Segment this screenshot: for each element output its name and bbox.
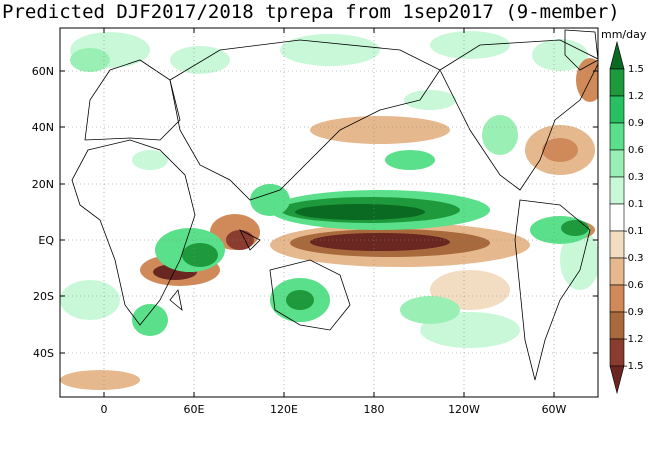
x-tick-label: 120W <box>448 403 480 416</box>
colorbar-segment <box>609 68 625 97</box>
colorbar-tick-label: -1.5 <box>624 361 644 372</box>
colorbar-tick-label: -0.1 <box>624 226 644 237</box>
colorbar-tick-label: 0.1 <box>628 199 644 210</box>
colorbar-segment <box>609 149 625 178</box>
y-tick-label: 40S <box>33 347 54 360</box>
colorbar-segment <box>609 122 625 151</box>
colorbar-segment <box>609 176 625 205</box>
colorbar-segment <box>609 284 625 313</box>
x-tick-label: 0 <box>101 403 108 416</box>
map-title: Predicted DJF2017/2018 tprepa from 1sep2… <box>2 1 620 23</box>
colorbar-tick-label: -0.3 <box>624 253 644 264</box>
x-axis-labels: 0 60E 120E 180 120W 60W <box>101 403 567 416</box>
colorbar-tick-label: 1.2 <box>628 91 644 102</box>
y-tick-label: 40N <box>32 121 54 134</box>
colorbar <box>609 40 625 395</box>
colorbar-tick-label: 0.6 <box>628 145 644 156</box>
y-tick-label: 20S <box>33 290 54 303</box>
map-area <box>60 28 598 397</box>
y-axis-labels: 60N 40N 20N EQ 20S 40S <box>32 65 55 360</box>
gridlines <box>60 28 598 397</box>
x-tick-label: 180 <box>364 403 385 416</box>
colorbar-segment <box>609 338 625 367</box>
y-tick-label: EQ <box>38 234 54 247</box>
x-tick-label: 60E <box>184 403 205 416</box>
colorbar-segment <box>609 257 625 286</box>
x-tick-label: 120E <box>270 403 298 416</box>
wet-anomalies <box>70 48 590 336</box>
colorbar-segment <box>609 365 625 395</box>
x-tick-label: 60W <box>542 403 567 416</box>
colorbar-tick-label: -1.2 <box>624 334 644 345</box>
colorbar-tick-label: 0.3 <box>628 172 644 183</box>
colorbar-tick-label: -0.9 <box>624 307 644 318</box>
colorbar-segment <box>609 203 625 232</box>
colorbar-segment <box>609 230 625 259</box>
colorbar-tick-label: 0.9 <box>628 118 644 129</box>
axis-ticks <box>60 28 598 397</box>
continent-outlines <box>71 29 598 381</box>
colorbar-labels: 1.5 1.2 0.9 0.6 0.3 0.1 -0.1 -0.3 -0.6 -… <box>624 64 644 372</box>
colorbar-unit: mm/day <box>601 28 647 41</box>
colorbar-tick-label: 1.5 <box>628 64 644 75</box>
colorbar-segment <box>609 311 625 340</box>
map-frame <box>59 27 599 398</box>
y-tick-label: 20N <box>32 178 54 191</box>
light-wet-anomalies <box>60 31 598 348</box>
colorbar-tick-label: -0.6 <box>624 280 644 291</box>
y-tick-label: 60N <box>32 65 54 78</box>
colorbar-segment <box>609 40 625 70</box>
colorbar-segment <box>609 95 625 124</box>
